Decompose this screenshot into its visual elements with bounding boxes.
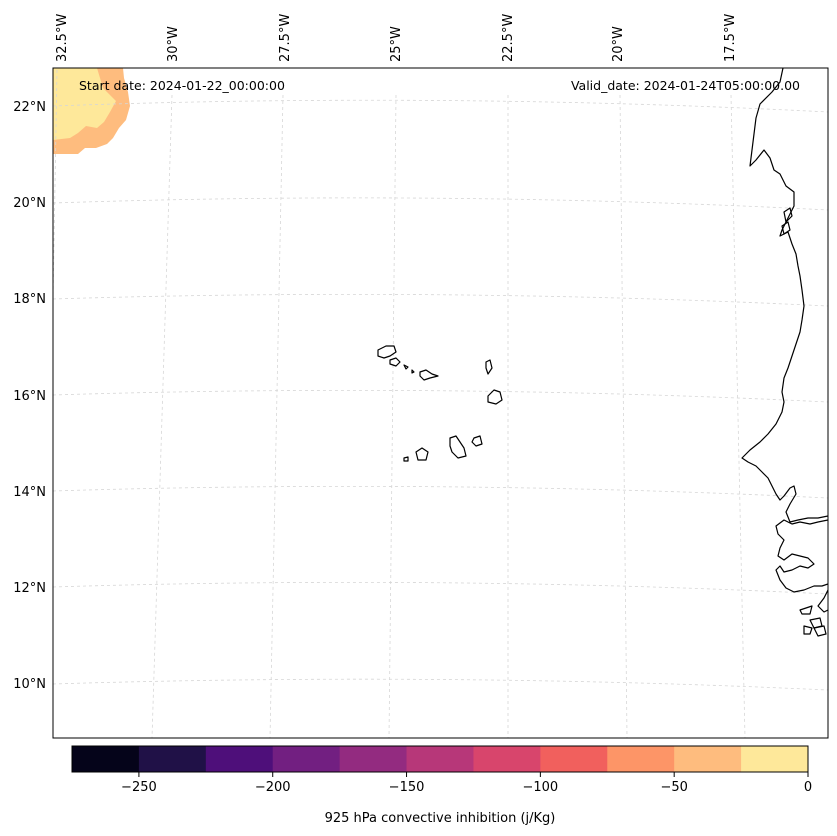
lon-label-17-5w: 17.5°W [723,14,738,62]
island-santo-antao [377,345,397,359]
island-brava [403,456,409,462]
start-date-label: Start date: 2024-01-22_00:00:00 [79,78,285,93]
colorbar-segment [473,746,541,772]
lon-label-30w: 30°W [166,26,181,62]
island-sao-nicolau [419,369,439,381]
colorbar-tick-label: −150 [389,780,425,795]
lon-label-27-5w: 27.5°W [278,14,293,62]
colorbar-frame [71,745,809,773]
lon-label-32-5w: 32.5°W [55,14,70,62]
lon-label-22-5w: 22.5°W [501,14,516,62]
lat-label-18n: 18°N [13,292,46,307]
lon-label-25w: 25°W [389,26,404,62]
island-fogo [415,447,429,461]
map-frame [52,67,829,739]
colorbar-segment [741,746,809,772]
island-maio [471,435,483,447]
colorbar-segment [674,746,742,772]
colorbar-label: 925 hPa convective inhibition (j/Kg) [325,811,556,826]
colorbar-segment [540,746,608,772]
colorbar-segment [272,746,341,772]
colorbar-tick-label: 0 [804,780,812,795]
lat-label-10n: 10°N [13,677,46,692]
colorbar-tick-label: −50 [660,780,687,795]
lat-label-22n: 22°N [13,100,46,115]
colorbar-segment [339,746,408,772]
lat-label-14n: 14°N [13,485,46,500]
island-santiago [449,435,467,459]
map-background [53,68,828,738]
colorbar-tick-label: −100 [523,780,559,795]
colorbar: −250 −200 −150 −100 −50 0 925 hPa convective … [71,745,812,826]
lon-label-20w: 20°W [611,26,626,62]
colorbar-tick-label: −200 [255,780,291,795]
cape-verde-islands [377,345,503,462]
latitude-labels: 22°N 20°N 18°N 16°N 14°N 12°N 10°N [13,100,46,692]
colorbar-segment [607,746,675,772]
island-sao-vicente [389,357,401,367]
island-sal [485,359,493,375]
lat-label-16n: 16°N [13,389,46,404]
colorbar-segment [205,746,274,772]
map-gridlines [53,69,828,738]
colorbar-segment [406,746,474,772]
lat-label-12n: 12°N [13,581,46,596]
valid-date-label: Valid_date: 2024-01-24T05:00:00.00 [571,78,800,93]
coastline-west-africa [741,68,828,637]
island-boa-vista [487,389,503,405]
lat-label-20n: 20°N [13,196,46,211]
longitude-labels: 32.5°W 30°W 27.5°W 25°W 22.5°W 20°W 17.5… [55,14,738,62]
island-santa-luzia [403,364,409,370]
cin-contour-fill [53,68,130,154]
colorbar-tick-label: −250 [121,780,157,795]
colorbar-segment [138,746,207,772]
colorbar-ticks: −250 −200 −150 −100 −50 0 [121,772,812,795]
colorbar-segments [72,746,809,772]
colorbar-segment [72,746,140,772]
island-islet [411,369,415,374]
